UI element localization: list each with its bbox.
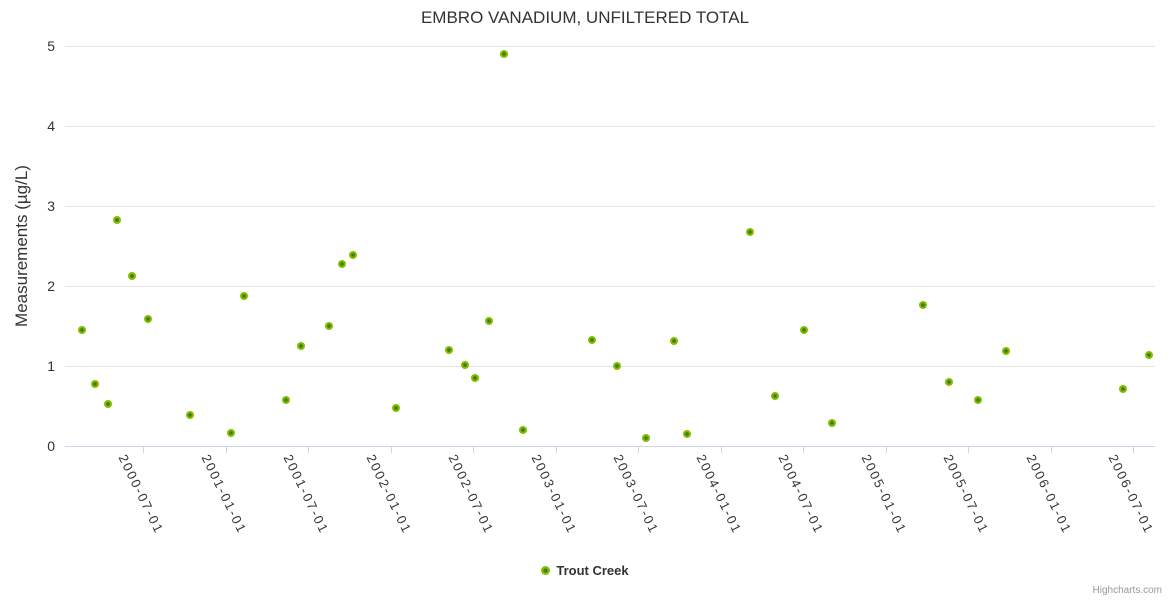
x-axis-tick-label: 2004-01-01 bbox=[693, 452, 745, 537]
data-point[interactable] bbox=[485, 317, 494, 326]
data-point[interactable] bbox=[746, 228, 755, 237]
data-point[interactable] bbox=[519, 426, 528, 434]
x-axis-tick-label: 2001-07-01 bbox=[280, 452, 332, 537]
data-point[interactable] bbox=[240, 292, 249, 301]
y-gridline bbox=[65, 286, 1155, 287]
x-axis-tick-label: 2002-07-01 bbox=[445, 452, 497, 537]
data-point[interactable] bbox=[445, 346, 454, 354]
x-axis-tick-mark bbox=[803, 446, 805, 453]
data-point[interactable] bbox=[974, 396, 983, 405]
x-axis-tick-mark bbox=[556, 446, 558, 453]
data-point[interactable] bbox=[297, 342, 306, 350]
data-point[interactable] bbox=[670, 337, 679, 346]
credits-link[interactable]: Highcharts.com bbox=[1092, 585, 1162, 596]
plot-area bbox=[65, 46, 1155, 447]
y-gridline bbox=[65, 46, 1155, 47]
x-axis-line bbox=[65, 446, 1155, 447]
legend-label: Trout Creek bbox=[556, 563, 629, 578]
y-axis-tick-label: 4 bbox=[47, 118, 55, 134]
x-axis-tick-label: 2004-07-01 bbox=[775, 452, 828, 537]
x-axis-tick-mark bbox=[1051, 446, 1053, 453]
data-point[interactable] bbox=[112, 215, 121, 224]
x-axis-tick-mark bbox=[967, 446, 969, 453]
data-point[interactable] bbox=[337, 259, 346, 268]
x-axis-tick-label: 2003-01-01 bbox=[528, 452, 580, 537]
x-axis-tick-label: 2005-07-01 bbox=[940, 452, 992, 537]
y-axis-title: Measurements (µg/L) bbox=[12, 165, 31, 327]
legend-item[interactable]: Trout Creek bbox=[0, 563, 1170, 578]
data-point[interactable] bbox=[78, 326, 87, 334]
y-gridline bbox=[65, 366, 1155, 367]
x-axis-tick-label: 2000-07-01 bbox=[115, 452, 168, 537]
x-axis-tick-mark bbox=[391, 446, 393, 453]
data-point[interactable] bbox=[127, 272, 136, 281]
data-point[interactable] bbox=[588, 336, 597, 345]
data-point[interactable] bbox=[683, 430, 692, 438]
y-axis-tick-label: 1 bbox=[47, 358, 55, 374]
x-axis-tick-label: 2002-01-01 bbox=[363, 452, 416, 537]
data-point[interactable] bbox=[227, 429, 236, 438]
y-axis-tick-label: 2 bbox=[47, 278, 55, 294]
data-point[interactable] bbox=[471, 374, 480, 382]
y-axis-tick-label: 5 bbox=[47, 38, 55, 54]
data-point[interactable] bbox=[461, 361, 470, 370]
data-point[interactable] bbox=[392, 404, 401, 413]
data-point[interactable] bbox=[800, 326, 809, 334]
x-axis-tick-label: 2003-07-01 bbox=[610, 452, 662, 537]
data-point[interactable] bbox=[771, 391, 780, 400]
data-point[interactable] bbox=[1118, 385, 1127, 394]
x-axis-tick-mark bbox=[1132, 446, 1134, 453]
x-axis-tick-mark bbox=[143, 446, 145, 453]
data-point[interactable] bbox=[1002, 346, 1011, 355]
data-point[interactable] bbox=[919, 301, 928, 310]
data-point[interactable] bbox=[500, 50, 509, 58]
x-axis-tick-label: 2006-01-01 bbox=[1023, 452, 1076, 537]
x-axis-tick-mark bbox=[637, 446, 639, 453]
x-axis-tick-mark bbox=[308, 446, 310, 453]
y-axis-tick-label: 0 bbox=[47, 438, 55, 454]
x-axis-tick-label: 2006-07-01 bbox=[1105, 452, 1157, 537]
x-axis-tick-mark bbox=[226, 446, 228, 453]
x-axis-tick-mark bbox=[472, 446, 474, 453]
data-point[interactable] bbox=[349, 250, 358, 259]
data-point[interactable] bbox=[91, 379, 100, 388]
x-axis-tick-mark bbox=[720, 446, 722, 453]
data-point[interactable] bbox=[282, 396, 291, 405]
x-axis-tick-label: 2005-01-01 bbox=[858, 452, 911, 537]
data-point[interactable] bbox=[103, 399, 112, 408]
data-point[interactable] bbox=[144, 314, 153, 323]
x-axis-tick-mark bbox=[886, 446, 888, 453]
data-point[interactable] bbox=[613, 362, 622, 370]
y-gridline bbox=[65, 206, 1155, 207]
data-point[interactable] bbox=[828, 418, 837, 427]
data-point[interactable] bbox=[325, 322, 334, 330]
data-point[interactable] bbox=[1144, 350, 1153, 359]
legend-marker-icon bbox=[541, 566, 551, 575]
y-gridline bbox=[65, 126, 1155, 127]
x-axis-tick-label: 2001-01-01 bbox=[198, 452, 251, 537]
data-point[interactable] bbox=[642, 434, 651, 442]
y-axis-tick-label: 3 bbox=[47, 198, 55, 214]
data-point[interactable] bbox=[945, 378, 954, 386]
chart-title: EMBRO VANADIUM, UNFILTERED TOTAL bbox=[420, 8, 750, 27]
data-point[interactable] bbox=[186, 410, 195, 419]
